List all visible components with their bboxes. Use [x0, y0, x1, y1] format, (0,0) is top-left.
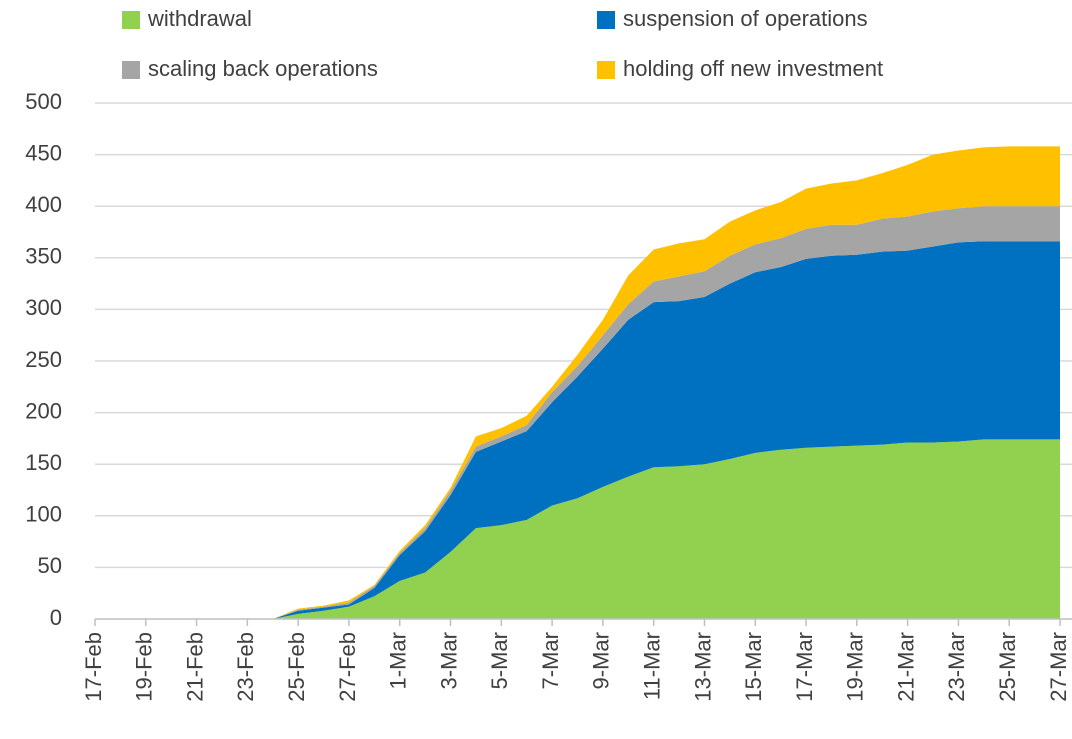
- y-tick-label: 500: [25, 89, 62, 114]
- x-tick-label: 15-Mar: [741, 632, 766, 702]
- y-tick-label: 250: [25, 347, 62, 372]
- legend-label: suspension of operations: [623, 6, 868, 31]
- legend-swatch: [597, 61, 615, 79]
- legend-label: withdrawal: [147, 6, 252, 31]
- y-tick-label: 150: [25, 450, 62, 475]
- x-tick-label: 1-Mar: [386, 632, 411, 689]
- x-tick-label: 3-Mar: [436, 632, 461, 689]
- area: [95, 439, 1060, 619]
- area: [95, 146, 1060, 619]
- x-tick-label: 27-Mar: [1046, 632, 1071, 702]
- legend-label: holding off new investment: [623, 56, 883, 81]
- x-tick-label: 11-Mar: [639, 632, 664, 700]
- y-tick-label: 0: [50, 605, 62, 630]
- legend-swatch: [597, 11, 615, 29]
- x-tick-label: 25-Feb: [284, 632, 309, 702]
- y-tick-label: 450: [25, 140, 62, 165]
- y-tick-label: 400: [25, 192, 62, 217]
- x-tick-label: 17-Mar: [792, 632, 817, 702]
- legend-swatch: [122, 61, 140, 79]
- y-tick-label: 50: [38, 553, 62, 578]
- x-tick-label: 25-Mar: [995, 632, 1020, 702]
- x-tick-label: 21-Feb: [182, 632, 207, 702]
- legend-swatch: [122, 11, 140, 29]
- area: [95, 241, 1060, 619]
- x-tick-label: 7-Mar: [538, 632, 563, 689]
- x-tick-label: 13-Mar: [690, 632, 715, 702]
- x-tick-label: 19-Feb: [132, 632, 157, 702]
- x-tick-label: 9-Mar: [589, 632, 614, 689]
- x-tick-label: 23-Mar: [944, 632, 969, 702]
- y-tick-label: 200: [25, 398, 62, 423]
- y-tick-label: 100: [25, 502, 62, 527]
- y-tick-label: 350: [25, 244, 62, 269]
- x-tick-label: 23-Feb: [233, 632, 258, 702]
- x-tick-label: 21-Mar: [893, 632, 918, 702]
- x-tick-label: 19-Mar: [843, 632, 868, 702]
- y-tick-label: 300: [25, 295, 62, 320]
- x-tick-label: 17-Feb: [81, 632, 106, 702]
- legend-label: scaling back operations: [148, 56, 378, 81]
- x-tick-label: 5-Mar: [487, 632, 512, 689]
- x-tick-label: 27-Feb: [335, 632, 360, 702]
